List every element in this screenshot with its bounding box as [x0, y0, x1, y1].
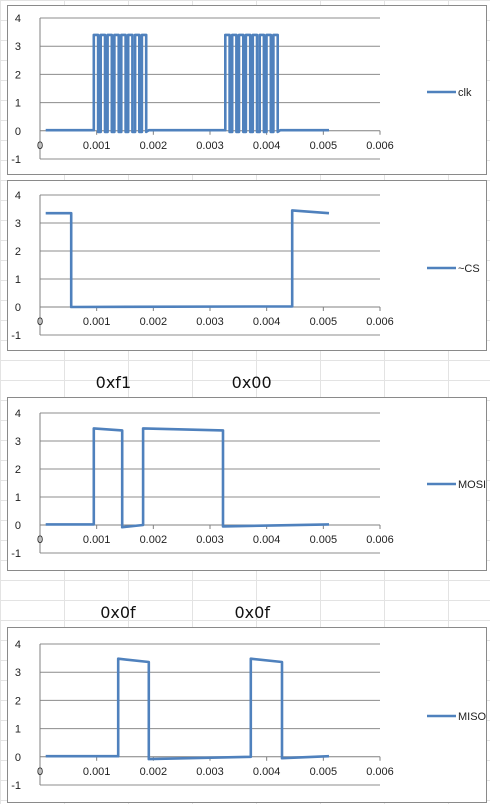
y-tick-label: 4 — [15, 13, 21, 25]
y-tick-label: -1 — [11, 330, 21, 342]
y-tick-label: 2 — [15, 464, 21, 476]
mosi-chart: -1 0 1 2 3 4 0 0.001 0.002 0.003 0.004 0.005 0.006 MO… — [7, 397, 487, 571]
legend-label: MOSI — [458, 479, 486, 491]
y-tick-label: 1 — [15, 274, 21, 286]
x-tick-label: 0.004 — [253, 140, 281, 152]
x-tick-label: 0.004 — [253, 534, 281, 546]
x-tick-label: 0.001 — [83, 140, 111, 152]
y-tick-label: 3 — [15, 436, 21, 448]
y-tick-label: -1 — [11, 548, 21, 560]
x-tick-label: 0 — [37, 534, 43, 546]
byte-annotation: 0x0f — [100, 603, 136, 622]
x-tick-label: 0 — [37, 766, 43, 778]
x-tick-label: 0.003 — [196, 766, 224, 778]
x-tick-label: 0.005 — [310, 766, 338, 778]
chart-svg: -1 0 1 2 3 4 0 0.001 0.002 0.003 0.004 0.005 0.006 MO… — [11, 408, 486, 560]
cs-chart: -1 0 1 2 3 4 0 0.001 0.002 0.003 0.004 0.005 0.006 ~C… — [7, 180, 487, 351]
legend-label: ~CS — [458, 263, 480, 275]
series-line-mosi — [45, 427, 330, 529]
chart-svg: -1 0 1 2 3 4 0 0.001 0.002 0.003 0.004 0.005 0.006 cl… — [11, 13, 472, 166]
y-tick-label: 3 — [15, 218, 21, 230]
y-tick-label: 0 — [15, 302, 21, 314]
byte-annotation: 0xf1 — [95, 373, 132, 392]
x-tick-label: 0.001 — [83, 534, 111, 546]
x-tick-label: 0.002 — [140, 140, 168, 152]
x-tick-label: 0 — [37, 316, 43, 328]
y-tick-label: 1 — [15, 492, 21, 504]
y-tick-label: 1 — [15, 98, 21, 110]
miso-chart: -1 0 1 2 3 4 0 0.001 0.002 0.003 0.004 0.005 0.006 MI… — [7, 627, 487, 803]
y-tick-label: -1 — [11, 780, 21, 792]
x-tick-label: 0.006 — [366, 316, 394, 328]
x-tick-label: 0.005 — [310, 316, 338, 328]
y-tick-label: 4 — [15, 639, 21, 651]
x-tick-label: 0.002 — [140, 316, 168, 328]
x-tick-label: 0.003 — [196, 316, 224, 328]
x-tick-label: 0.003 — [196, 534, 224, 546]
chart-svg: -1 0 1 2 3 4 0 0.001 0.002 0.003 0.004 0.005 0.006 MI… — [11, 639, 486, 792]
y-tick-label: 2 — [15, 695, 21, 707]
x-tick-label: 0 — [37, 140, 43, 152]
y-tick-label: 4 — [15, 408, 21, 420]
series-line-miso — [45, 657, 330, 761]
y-tick-label: 3 — [15, 41, 21, 53]
y-tick-label: 4 — [15, 190, 21, 202]
series-line-clk — [45, 33, 329, 134]
x-tick-label: 0.001 — [83, 316, 111, 328]
x-tick-label: 0.004 — [253, 766, 281, 778]
x-tick-label: 0.002 — [140, 766, 168, 778]
x-tick-label: 0.002 — [140, 534, 168, 546]
x-tick-label: 0.004 — [253, 316, 281, 328]
y-tick-label: 2 — [15, 69, 21, 81]
x-tick-label: 0.006 — [366, 766, 394, 778]
legend-label: MISO — [458, 711, 486, 723]
byte-annotation: 0x0f — [234, 603, 270, 622]
y-tick-label: 0 — [15, 126, 21, 138]
y-tick-label: 0 — [15, 752, 21, 764]
y-tick-label: 2 — [15, 246, 21, 258]
x-tick-label: 0.003 — [196, 140, 224, 152]
y-tick-label: -1 — [11, 154, 21, 166]
x-tick-label: 0.006 — [366, 534, 394, 546]
x-tick-label: 0.005 — [310, 534, 338, 546]
y-tick-label: 3 — [15, 667, 21, 679]
y-tick-label: 0 — [15, 520, 21, 532]
chart-svg: -1 0 1 2 3 4 0 0.001 0.002 0.003 0.004 0.005 0.006 ~C… — [11, 190, 480, 342]
legend-label: clk — [458, 87, 472, 99]
series-line-cs — [45, 209, 330, 309]
x-tick-label: 0.005 — [310, 140, 338, 152]
x-tick-label: 0.006 — [366, 140, 394, 152]
x-tick-label: 0.001 — [83, 766, 111, 778]
byte-annotation: 0x00 — [231, 373, 272, 392]
clk-chart: -1 0 1 2 3 4 0 0.001 0.002 0.003 0.004 0.005 0.006 cl… — [7, 5, 487, 175]
y-tick-label: 1 — [15, 724, 21, 736]
